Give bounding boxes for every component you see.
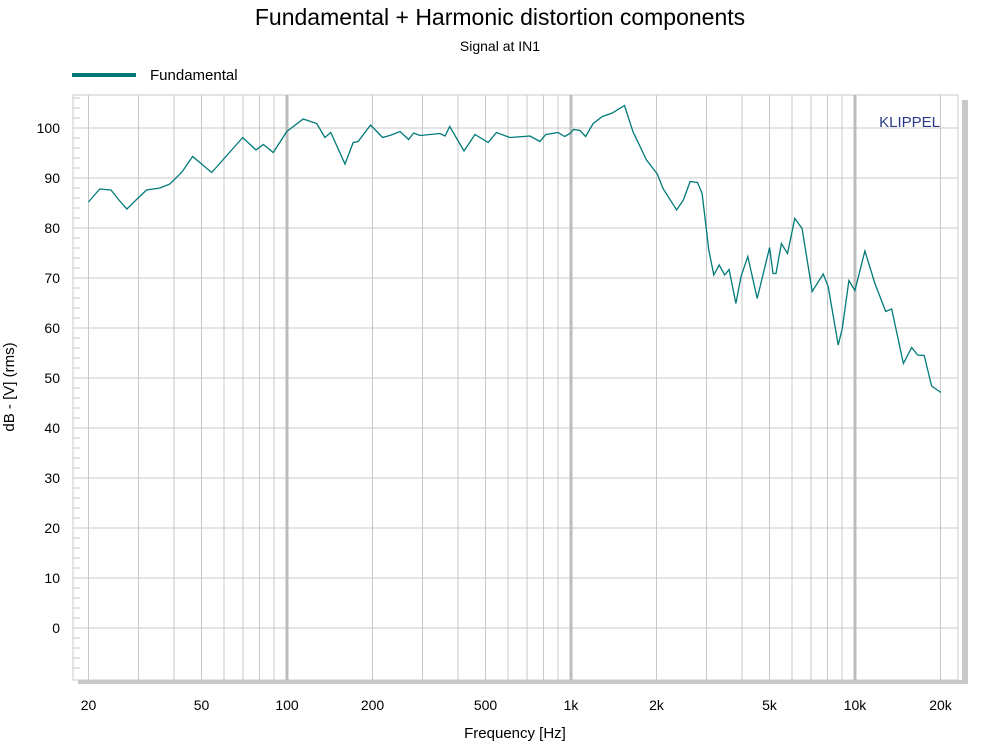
y-tick-label: 60 (44, 320, 60, 336)
x-tick-label: 50 (194, 697, 210, 713)
x-tick-label: 20 (81, 697, 97, 713)
y-tick-label: 70 (44, 270, 60, 286)
plot-area (72, 94, 959, 681)
y-tick-label: 80 (44, 220, 60, 236)
x-tick-label: 100 (275, 697, 299, 713)
plot-shadow-right (962, 100, 968, 684)
legend-label-fundamental: Fundamental (150, 67, 238, 84)
x-axis-label: Frequency [Hz] (464, 725, 566, 742)
y-tick-label: 50 (44, 370, 60, 386)
series-fundamental-line (88, 104, 942, 394)
x-tick-label: 10k (844, 697, 868, 713)
x-tick-label: 5k (762, 697, 778, 713)
x-tick-label: 2k (649, 697, 665, 713)
y-tick-label: 90 (44, 170, 60, 186)
x-axis: 20 50 100 200 500 1k 2k 5k 10k 20k (81, 697, 953, 713)
plot-shadow-bottom (78, 680, 968, 684)
y-tick-label: 100 (37, 120, 61, 136)
y-axis: 0 10 20 30 40 50 60 70 80 90 100 (37, 120, 61, 636)
y-tick-label: 40 (44, 420, 60, 436)
y-tick-label: 0 (52, 620, 60, 636)
grid (73, 95, 958, 680)
y-tick-label: 20 (44, 520, 60, 536)
x-tick-label: 20k (929, 697, 953, 713)
chart-subtitle: Signal at IN1 (460, 38, 540, 54)
chart-title: Fundamental + Harmonic distortion compon… (255, 4, 745, 30)
y-tick-label: 10 (44, 570, 60, 586)
x-tick-label: 1k (564, 697, 580, 713)
x-tick-label: 500 (474, 697, 498, 713)
x-tick-label: 200 (361, 697, 385, 713)
legend: Fundamental (72, 67, 238, 84)
y-axis-label: dB - [V] (rms) (1, 342, 18, 431)
klippel-watermark: KLIPPEL (879, 114, 940, 131)
y-tick-label: 30 (44, 470, 60, 486)
